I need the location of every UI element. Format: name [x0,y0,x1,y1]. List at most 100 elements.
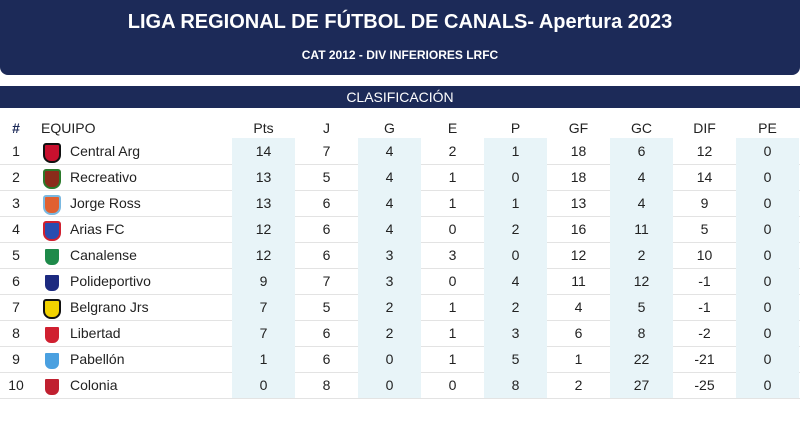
stat: 8 [511,377,520,393]
stat: 2 [637,247,646,263]
stat: 7 [259,325,268,341]
stat: 2 [574,377,583,393]
stat: -25 [694,377,715,393]
column-shade [358,138,421,164]
table-row: 2 Recreativo 13 5 4 1 0 18 4 14 0 [0,164,800,191]
rank: 2 [12,169,20,185]
stat: 6 [322,351,331,367]
table-row: 1 Central Arg 14 7 4 2 1 18 6 12 0 [0,138,800,165]
column-shade [484,268,547,294]
team-name: Polideportivo [70,273,151,289]
stat: 0 [763,221,772,237]
column-shade [358,320,421,346]
column-shade [232,372,295,398]
stat: 2 [511,299,520,315]
stat: 27 [633,377,650,393]
stat: 9 [259,273,268,289]
column-header: GC [631,120,652,136]
column-header: DIF [693,120,716,136]
header: LIGA REGIONAL DE FÚTBOL DE CANALS- Apert… [0,0,800,75]
team-logo [43,169,61,189]
stat: 6 [574,325,583,341]
stat: 1 [448,299,457,315]
stat: 14 [255,143,272,159]
column-header: J [323,120,330,136]
rank: 6 [12,273,20,289]
stat: 12 [255,221,272,237]
stat: 0 [763,195,772,211]
column-shade [232,138,295,164]
column-shade [358,242,421,268]
stat: 18 [570,143,587,159]
column-header: # [12,120,20,136]
stat: 3 [511,325,520,341]
stat: -1 [698,299,711,315]
stat: 6 [322,221,331,237]
team-name: Canalense [70,247,137,263]
rank: 8 [12,325,20,341]
stat: 11 [571,273,586,289]
table-row: 5 Canalense 12 6 3 3 0 12 2 10 0 [0,242,800,269]
team-name: Arias FC [70,221,125,237]
team-name: Recreativo [70,169,137,185]
team-name: Belgrano Jrs [70,299,149,315]
team-logo [43,273,61,293]
stat: 13 [570,195,587,211]
rank: 3 [12,195,20,211]
stat: 4 [385,221,394,237]
stat: 16 [570,221,587,237]
table-row: 6 Polideportivo 9 7 3 0 4 11 12 -1 0 [0,268,800,295]
rank: 9 [12,351,20,367]
stat: 7 [259,299,268,315]
column-shade [232,164,295,190]
column-shade [484,346,547,372]
stat: 4 [637,169,646,185]
stat: 4 [385,143,394,159]
stat: 5 [322,169,331,185]
column-shade [484,320,547,346]
column-header: E [447,120,458,136]
column-shade [610,320,673,346]
column-shade [736,268,799,294]
stat: 1 [448,195,457,211]
column-shade [232,320,295,346]
column-shade [610,346,673,372]
column-header: G [384,120,395,136]
column-shade [736,294,799,320]
stat: 0 [511,247,520,263]
column-shade [736,164,799,190]
title: LIGA REGIONAL DE FÚTBOL DE CANALS- Apert… [127,11,673,33]
column-shade [358,268,421,294]
stat: 0 [763,377,772,393]
stat: 8 [322,377,331,393]
column-shade [484,190,547,216]
stat: 4 [637,195,646,211]
stat: -1 [698,273,711,289]
column-header: EQUIPO [41,120,96,136]
team-logo [43,377,61,397]
stat: 11 [634,221,649,237]
rank: 4 [12,221,20,237]
stat: 10 [696,247,713,263]
stat: 6 [322,195,331,211]
stat: 0 [259,377,268,393]
table-row: 3 Jorge Ross 13 6 4 1 1 13 4 9 0 [0,190,800,217]
column-shade [358,164,421,190]
stat: 4 [385,195,394,211]
column-shade [232,242,295,268]
column-shade [358,190,421,216]
column-shade [610,294,673,320]
team-logo [43,221,61,241]
column-shade [358,372,421,398]
column-shade [358,294,421,320]
column-shade [610,164,673,190]
stat: 0 [448,221,457,237]
team-logo [43,325,61,345]
stat: 7 [322,143,331,159]
stat: 12 [696,143,713,159]
column-shade [610,190,673,216]
stat: 0 [763,143,772,159]
stat: 1 [511,195,520,211]
stat: 0 [385,377,394,393]
